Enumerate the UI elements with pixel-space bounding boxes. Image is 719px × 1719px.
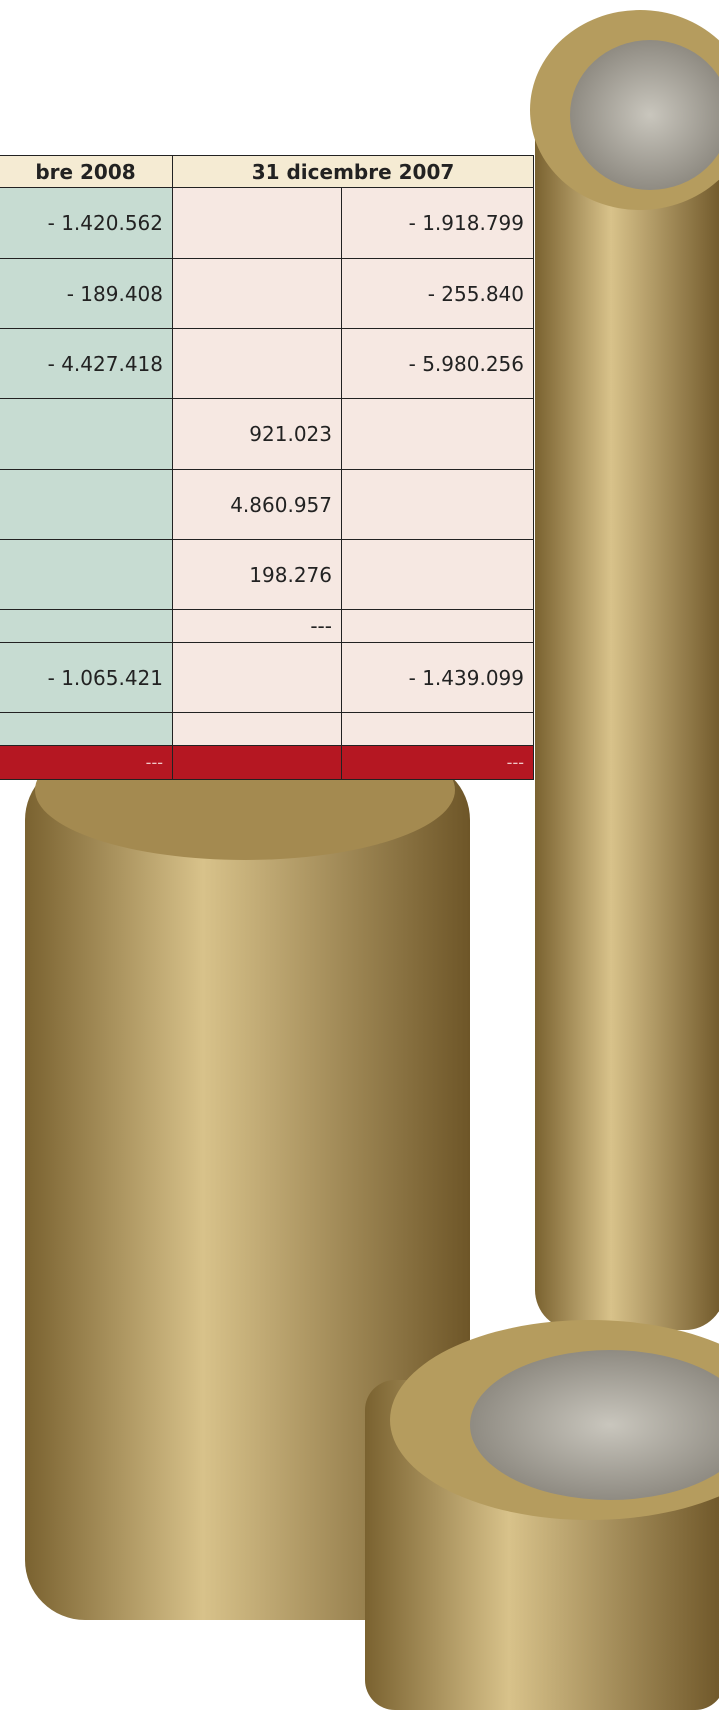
empty-cell	[0, 712, 173, 746]
empty-cell	[172, 328, 342, 399]
empty-cell	[0, 539, 173, 610]
empty-cell	[0, 398, 173, 470]
page: bre 200831 dicembre 2007- 1.420.562 - 1.9…	[0, 0, 719, 1719]
empty-cell	[341, 469, 534, 540]
empty-cell	[0, 469, 173, 540]
cell: - 189.408	[0, 258, 173, 329]
cell: 198.276	[172, 539, 342, 610]
empty-cell	[172, 745, 342, 780]
cell: bre 2008	[0, 155, 173, 188]
empty-cell	[341, 712, 534, 746]
empty-cell	[172, 258, 342, 329]
cell: - 255.840	[341, 258, 534, 329]
empty-cell	[0, 609, 173, 643]
empty-cell	[172, 187, 342, 259]
cell: 921.023	[172, 398, 342, 470]
empty-cell	[172, 712, 342, 746]
cell: - 1.065.421	[0, 642, 173, 713]
coin-stack-right	[530, 10, 719, 1330]
cell: - 1.420.562	[0, 187, 173, 259]
empty-cell	[341, 539, 534, 610]
coin-stack-front	[365, 1320, 719, 1710]
cell: - 1.439.099	[341, 642, 534, 713]
empty-cell	[341, 609, 534, 643]
cell: - 5.980.256	[341, 328, 534, 399]
cell: 4.860.957	[172, 469, 342, 540]
empty-cell	[341, 398, 534, 470]
cell: ---	[341, 745, 534, 780]
cell: - 4.427.418	[0, 328, 173, 399]
cell: ---	[0, 745, 173, 780]
cell: 31 dicembre 2007	[172, 155, 534, 188]
cell: - 1.918.799	[341, 187, 534, 259]
cell: ---	[172, 609, 342, 643]
empty-cell	[172, 642, 342, 713]
